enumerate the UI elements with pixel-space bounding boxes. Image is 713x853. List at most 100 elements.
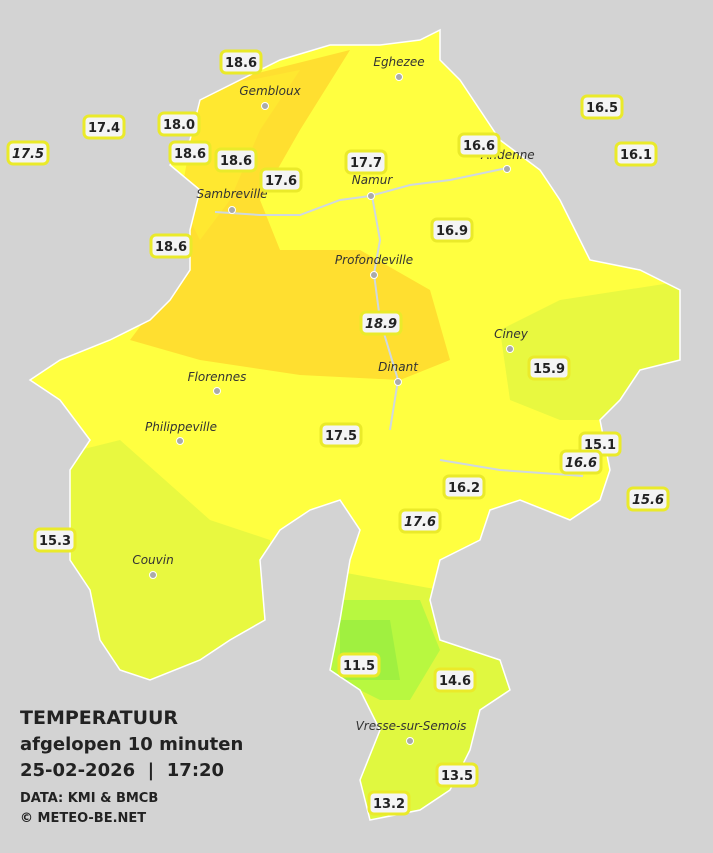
station-box [33,527,77,553]
station-value: 16.2 [448,481,480,496]
station: 18.6 [214,147,258,173]
city-dot [149,571,157,579]
station-value: 17.7 [350,156,382,171]
legend-source: DATA: KMI & BMCB [20,791,158,806]
station: 17.7 [344,149,388,175]
city-label: Eghezee [373,55,424,69]
station-box [527,355,571,381]
station-box [168,140,212,166]
station-value: 16.9 [436,224,468,239]
station-box [457,132,501,158]
city-dot [394,378,402,386]
station-box [319,422,363,448]
city-label: Dinant [378,360,419,374]
city-dot [213,387,221,395]
rivers [214,167,584,477]
city-dot [395,73,403,81]
station: 13.5 [435,762,479,788]
station-value: 15.6 [632,493,664,508]
station-box [614,141,658,167]
station: 11.5 [337,652,381,678]
station-value: 14.6 [439,674,471,689]
station-box [259,167,303,193]
station-box [344,149,388,175]
station-value: 18.9 [365,317,397,332]
station-value: 13.5 [441,769,473,784]
station: 15.9 [527,355,571,381]
station-value: 18.6 [225,56,257,71]
station-box [219,49,263,75]
station: 17.6 [398,508,442,534]
station: 16.2 [442,474,486,500]
station-value: 17.6 [265,174,297,189]
station: 16.6 [457,132,501,158]
station: 14.6 [433,667,477,693]
city-dot [261,102,269,110]
station: 18.6 [168,140,212,166]
city-label: Sambreville [196,187,267,201]
city-label: Ciney [494,327,529,341]
station: 16.6 [559,449,603,475]
legend-datetime: 25-02-2026 | 17:20 [20,760,224,781]
city-label: Vresse-sur-Semois [356,719,467,733]
station-box [157,111,201,137]
station-value: 17.5 [325,429,357,444]
station-box [433,667,477,693]
station: 17.5 [319,422,363,448]
station-value: 15.9 [533,362,565,377]
station-value: 15.3 [39,534,71,549]
station-box [398,508,442,534]
station-value: 18.6 [174,147,206,162]
station-box [559,449,603,475]
station-box [6,140,50,166]
station-value: 13.2 [373,797,405,812]
city-dot [506,345,514,353]
city-dot [367,192,375,200]
station-value: 18.6 [155,240,187,255]
station: 18.0 [157,111,201,137]
station: 18.9 [359,310,403,336]
station-value: 17.5 [12,147,44,162]
station-box [442,474,486,500]
city-label: Gembloux [239,84,301,98]
station: 15.6 [626,486,670,512]
city-label: Profondeville [335,253,413,267]
city-dot [370,271,378,279]
legend-copyright: © METEO-BE.NET [20,811,146,826]
station-box [214,147,258,173]
station: 18.6 [149,233,193,259]
station-box [82,114,126,140]
station-box [430,217,474,243]
station-value: 11.5 [343,659,375,674]
station-box [337,652,381,678]
station: 15.3 [33,527,77,553]
station-box [359,310,403,336]
city-label: Namur [352,173,394,187]
station-value: 17.4 [88,121,120,136]
station-box [367,790,411,816]
station: 17.4 [82,114,126,140]
city-label: Philippeville [145,420,217,434]
station-value: 16.6 [463,139,495,154]
city-dot [503,165,511,173]
station: 18.6 [219,49,263,75]
city-label: Couvin [132,553,173,567]
station-box [626,486,670,512]
station-box [435,762,479,788]
city-dot [406,737,414,745]
station-value: 18.0 [163,118,195,133]
station-value: 16.5 [586,101,618,116]
legend-title: TEMPERATUUR [20,707,178,729]
station: 16.5 [580,94,624,120]
station-value: 17.6 [404,515,436,530]
station-value: 15.1 [584,438,616,453]
station: 16.1 [614,141,658,167]
station-value: 16.6 [565,456,597,471]
city-dot [228,206,236,214]
station-box [580,94,624,120]
station: 17.6 [259,167,303,193]
city-dot [176,437,184,445]
legend-subtitle: afgelopen 10 minuten [20,734,243,755]
station: 13.2 [367,790,411,816]
